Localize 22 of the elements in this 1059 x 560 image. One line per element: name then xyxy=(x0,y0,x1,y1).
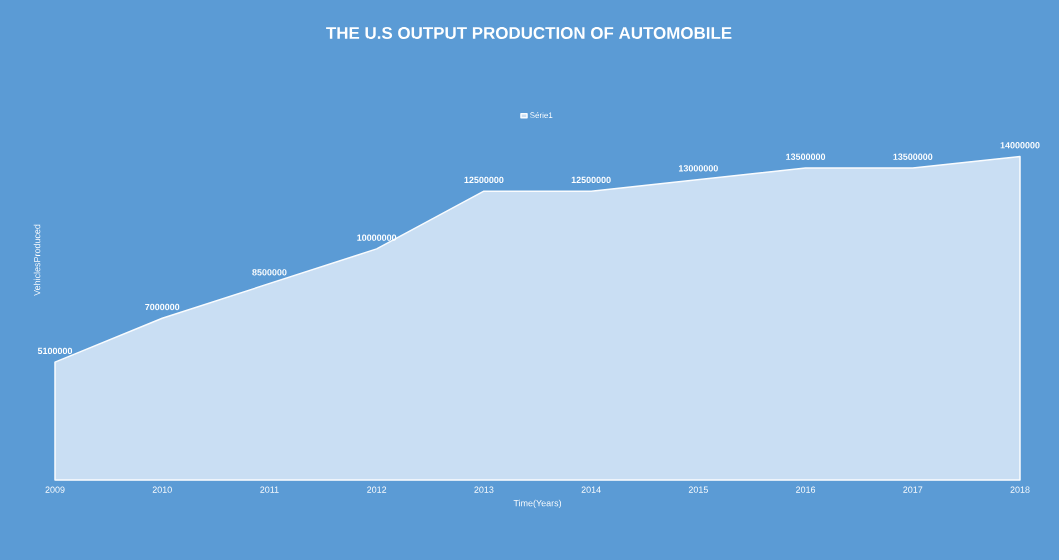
x-tick-label: 2018 xyxy=(1010,486,1030,493)
chart-title: THE U.S OUTPUT PRODUCTION OF AUTOMOBILE xyxy=(326,26,732,39)
data-label: 13000000 xyxy=(678,165,718,172)
x-tick-label: 2012 xyxy=(367,486,387,493)
y-axis-title: VehiclesProduced xyxy=(33,224,41,296)
x-axis-title: Time(Years) xyxy=(513,499,562,509)
x-tick-label: 2017 xyxy=(903,486,923,493)
data-label: 5100000 xyxy=(37,347,73,355)
x-tick-label: 2016 xyxy=(796,486,816,493)
data-label: 12500000 xyxy=(464,176,504,184)
x-tick-label: 2010 xyxy=(152,486,172,493)
data-label: 14000000 xyxy=(1000,142,1040,149)
x-tick-label: 2015 xyxy=(688,486,708,493)
data-label: 7000000 xyxy=(145,303,180,311)
x-tick-label: 2009 xyxy=(45,486,65,493)
x-tick-label: 2013 xyxy=(474,486,494,493)
x-tick-label: 2011 xyxy=(260,486,279,493)
data-label: 12500000 xyxy=(571,176,611,184)
x-tick-label: 2014 xyxy=(581,486,601,493)
data-label: 13500000 xyxy=(786,153,826,160)
data-label: 13500000 xyxy=(893,153,933,160)
data-label: 8500000 xyxy=(252,269,287,276)
